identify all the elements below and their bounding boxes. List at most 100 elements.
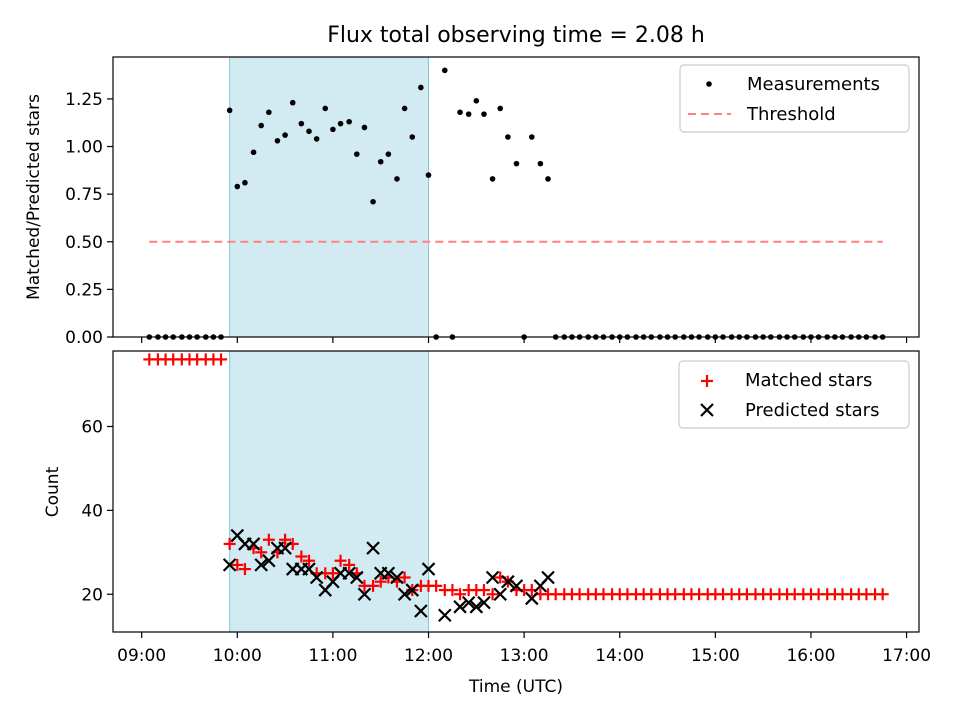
measurement-point bbox=[274, 138, 281, 144]
measurement-point bbox=[409, 134, 416, 140]
bottom-x-ticks: 09:00 10:00 11:00 12:00 13:00 14:00 15:00 16:00… bbox=[117, 632, 931, 666]
measurement-point bbox=[330, 126, 336, 133]
xtick-label: 11:00 bbox=[308, 646, 357, 666]
matched-star-point bbox=[367, 579, 380, 592]
matched-star-point bbox=[279, 533, 292, 546]
measurement-point bbox=[465, 111, 472, 117]
measurement-point bbox=[250, 149, 257, 156]
predicted-star-point bbox=[405, 583, 420, 597]
matched-star-point bbox=[398, 571, 411, 584]
x-axis-label: Time (UTC) bbox=[468, 677, 563, 697]
top-ytick-label: 1.00 bbox=[65, 138, 103, 158]
legend-matched-marker bbox=[701, 375, 713, 387]
measurement-point bbox=[505, 134, 511, 140]
bottom-y-ticks: 20 40 60 bbox=[81, 417, 113, 605]
predicted-star-point bbox=[541, 570, 555, 585]
matched-star-point bbox=[343, 558, 356, 571]
bottom-legend: Matched stars Predicted stars bbox=[678, 360, 910, 429]
predicted-star-point bbox=[397, 587, 412, 602]
bottom-axes-frame bbox=[112, 350, 920, 633]
measurement-point bbox=[545, 176, 551, 182]
top-ytick-label: 0.25 bbox=[65, 280, 103, 300]
measurement-point bbox=[497, 105, 504, 112]
xtick-label: 09:00 bbox=[117, 646, 166, 666]
top-y-ticks: 0.00 0.25 0.50 0.75 1.00 1.25 bbox=[65, 90, 113, 348]
predicted-star-point bbox=[254, 558, 268, 572]
matched-star-point bbox=[334, 554, 347, 567]
matched-star-point bbox=[477, 584, 490, 597]
predicted-star-point bbox=[501, 574, 515, 589]
bottom-data-marks bbox=[143, 353, 889, 623]
predicted-star-point bbox=[469, 600, 484, 614]
measurement-point bbox=[473, 98, 480, 104]
measurement-point bbox=[361, 124, 368, 131]
legend-threshold-label: Threshold bbox=[746, 104, 836, 125]
predicted-star-point bbox=[342, 566, 356, 581]
legend-predicted-marker bbox=[700, 403, 714, 417]
bot-ytick-label: 40 bbox=[81, 501, 103, 521]
top-legend: Measurements Threshold bbox=[679, 64, 910, 133]
predicted-star-point bbox=[461, 595, 476, 610]
measurement-point bbox=[322, 105, 329, 112]
predicted-star-point bbox=[477, 595, 491, 610]
top-y-axis-label: Matched/Predicted stars bbox=[24, 94, 44, 300]
matched-star-point bbox=[262, 533, 275, 546]
predicted-star-point bbox=[493, 587, 508, 602]
predicted-star-point bbox=[437, 608, 452, 623]
xtick-label: 14:00 bbox=[595, 646, 644, 666]
xtick-label: 15:00 bbox=[691, 646, 740, 666]
measurement-point bbox=[346, 118, 352, 125]
measurement-point bbox=[282, 132, 288, 138]
measurement-point bbox=[528, 134, 535, 140]
top-ytick-label: 0.50 bbox=[65, 233, 103, 253]
top-ytick-label: 0.00 bbox=[65, 328, 103, 348]
legend-measurements-label: Measurements bbox=[747, 74, 880, 95]
measurement-point bbox=[313, 136, 320, 142]
matched-star-point bbox=[454, 588, 467, 601]
predicted-star-point bbox=[246, 537, 261, 551]
bot-ytick-label: 20 bbox=[81, 585, 103, 605]
matched-star-point bbox=[255, 546, 268, 559]
top-panel: 0.00 0.25 0.50 0.75 1.00 1.25 Matched/Predict… bbox=[24, 56, 920, 348]
measurement-point bbox=[489, 176, 496, 182]
top-ytick-label: 0.75 bbox=[65, 185, 103, 205]
top-legend-box bbox=[679, 64, 910, 133]
matched-star-point bbox=[295, 550, 308, 563]
measurement-point bbox=[401, 105, 408, 112]
predicted-star-point bbox=[414, 604, 428, 618]
measurement-point bbox=[234, 183, 241, 190]
measurement-point bbox=[289, 99, 296, 106]
matched-star-point bbox=[430, 579, 443, 592]
predicted-star-point bbox=[222, 558, 237, 572]
measurement-point bbox=[513, 160, 520, 167]
predicted-star-point bbox=[509, 579, 524, 593]
xtick-label: 16:00 bbox=[786, 646, 835, 666]
top-highlight-span bbox=[229, 56, 430, 338]
legend-predicted-label: Predicted stars bbox=[745, 400, 879, 421]
measurement-point bbox=[354, 151, 360, 157]
top-ytick-label: 1.25 bbox=[65, 90, 103, 110]
predicted-star-point bbox=[357, 587, 372, 602]
measurement-point bbox=[226, 107, 233, 114]
measurement-point bbox=[537, 160, 544, 167]
top-x-ticks bbox=[141, 337, 908, 343]
measurement-point bbox=[337, 120, 344, 127]
figure-title: Flux total observing time = 2.08 h bbox=[327, 23, 705, 48]
measurement-point bbox=[242, 179, 248, 186]
measurement-point bbox=[258, 122, 264, 129]
predicted-star-point bbox=[350, 570, 364, 585]
top-axes-frame bbox=[112, 56, 920, 338]
predicted-star-point bbox=[366, 541, 380, 555]
xtick-label: 13:00 bbox=[500, 646, 549, 666]
legend-matched-label: Matched stars bbox=[745, 370, 872, 391]
measurement-point bbox=[266, 109, 272, 116]
measurement-point bbox=[377, 158, 384, 165]
matched-star-point bbox=[374, 575, 387, 588]
predicted-star-point bbox=[524, 591, 539, 606]
bottom-panel: 20 40 60 09:00 10:00 11:00 12:00 13:00 14:00 15:… bbox=[43, 350, 931, 697]
measurement-point bbox=[298, 120, 305, 127]
measurement-point bbox=[418, 84, 424, 91]
measurement-point bbox=[394, 176, 400, 182]
predicted-star-point bbox=[485, 570, 500, 585]
